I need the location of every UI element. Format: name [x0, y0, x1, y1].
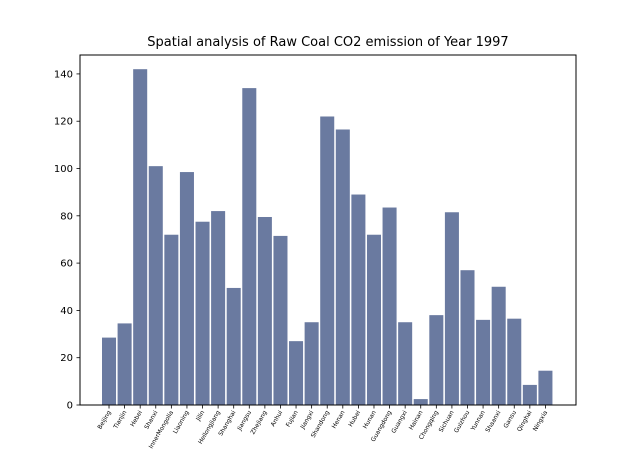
bar-jiangxi: [304, 322, 319, 405]
bar-liaoning: [179, 172, 194, 405]
x-tick-label: Beijing: [96, 409, 112, 430]
x-tick-label: Fujian: [285, 409, 300, 428]
x-tick-label: Shaanxi: [484, 409, 502, 434]
bar-fujian: [289, 341, 304, 405]
x-tick-label: Shanxi: [143, 409, 159, 430]
bar-shanxi: [148, 166, 163, 405]
bar-hebei: [133, 69, 148, 405]
bar-innermongolia: [164, 234, 179, 405]
chart-title: Spatial analysis of Raw Coal CO2 emissio…: [147, 35, 508, 50]
x-tick-label: Gansu: [502, 409, 518, 429]
bar-jilin: [195, 221, 210, 405]
x-tick-label: Hebei: [129, 409, 144, 428]
y-tick-label: 80: [60, 211, 73, 222]
bar-shandong: [320, 116, 335, 406]
bar-qinghai: [522, 384, 537, 405]
x-tick-label: Jiangxi: [299, 409, 316, 431]
bar-guizhou: [460, 270, 475, 405]
x-tick-label: Jilin: [194, 409, 206, 423]
y-tick-label: 140: [54, 69, 73, 80]
bar-jiangsu: [242, 88, 257, 406]
bar-anhui: [273, 235, 288, 405]
x-tick-label: Henan: [331, 409, 347, 430]
y-axis: 0 20 40 60 80 100 120 140: [54, 69, 80, 412]
y-tick-label: 120: [54, 117, 73, 128]
bar-guangxi: [398, 322, 413, 405]
bar-yunnan: [476, 319, 491, 405]
y-tick-label: 0: [67, 401, 73, 412]
bar-zhejiang: [257, 216, 272, 405]
bar-hunan: [366, 234, 381, 405]
y-tick-label: 60: [60, 259, 73, 270]
bars-group: [102, 69, 553, 406]
plot-frame: [79, 54, 577, 406]
bar-shanghai: [226, 287, 241, 405]
y-tick-label: 40: [60, 306, 73, 317]
bar-gansu: [507, 318, 522, 405]
x-tick-label: Tianjin: [112, 409, 129, 431]
bar-shaanxi: [491, 286, 506, 405]
x-tick-label: Hunan: [362, 409, 378, 430]
bar-chongqing: [429, 315, 444, 405]
x-tick-label: Hainan: [408, 409, 425, 431]
x-axis: Beijing Tianjin Hebei ShanxiInnerMongoliaLi…: [96, 405, 549, 450]
x-tick-label: Hubei: [347, 409, 362, 428]
bar-hainan: [413, 399, 428, 405]
bar-hubei: [351, 194, 366, 405]
bar-sichuan: [444, 212, 459, 405]
bar-ningxia: [538, 370, 553, 405]
bar-tianjin: [117, 323, 132, 405]
bar-henan: [335, 129, 350, 406]
bar-guangdong: [382, 207, 397, 405]
y-tick-label: 20: [60, 353, 73, 364]
x-tick-label: Guizhou: [453, 409, 471, 434]
bar-beijing: [102, 337, 117, 405]
bar-heilongjiang: [211, 211, 226, 405]
x-tick-label: Ningxia: [532, 409, 550, 432]
x-tick-label: Anhui: [270, 409, 285, 428]
y-tick-label: 100: [54, 164, 73, 175]
